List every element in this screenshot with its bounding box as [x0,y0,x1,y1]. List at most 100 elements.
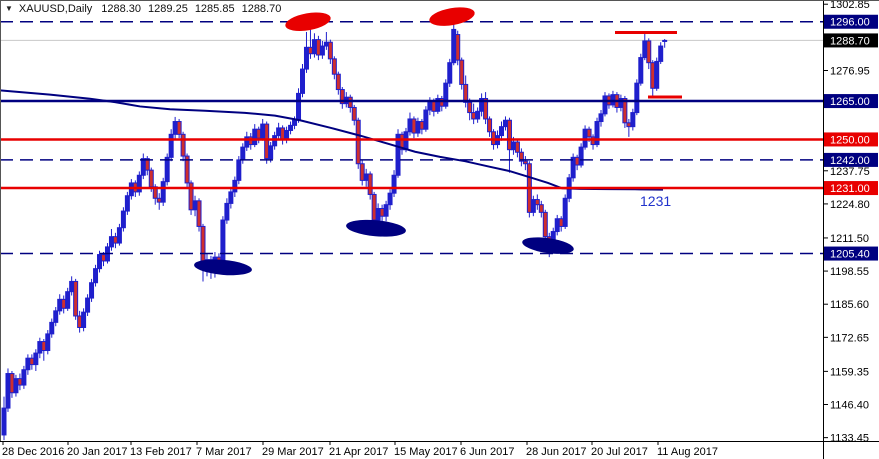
price-tick-label: 1133.45 [830,433,869,445]
bear-candle-body [463,83,469,103]
bear-candle-body [9,373,15,394]
bull-candle-body [502,119,508,128]
bear-candle-body [101,254,106,262]
bear-candle-body [188,182,194,211]
date-tick-label: 20 Jul 2017 [591,446,648,458]
bottom-marker-ellipse[interactable] [193,257,252,277]
date-tick-label: 29 Mar 2017 [262,446,324,458]
bull-candle-body [53,310,59,323]
bear-candle-body [184,155,190,184]
bear-candle-body [367,173,373,195]
bear-candle-body [431,100,437,112]
bull-candle-body [288,124,294,131]
bull-candle-body [415,121,421,134]
price-tick-label: 1185.60 [830,299,869,311]
bear-candle-body [622,98,628,124]
price-badge-1288.7 [824,33,878,48]
bear-candle-body [256,128,262,139]
bull-candle-body [499,126,504,137]
bull-candle-body [124,195,130,212]
price-badge-label: 1288.70 [830,35,870,47]
bull-candle-body [136,174,142,193]
bull-candle-body [423,109,429,130]
bull-candle-body [272,135,278,147]
price-badge-label: 1250.00 [830,134,870,146]
date-tick-label: 15 May 2017 [394,446,458,458]
top-marker-ellipse[interactable] [284,9,332,34]
bear-candle-body [411,118,417,134]
price-tick-label: 1224.80 [830,199,870,211]
price-badge-label: 1296.00 [830,17,870,29]
bull-candle-body [57,298,63,312]
bull-candle-body [236,159,242,181]
level-text-annotation[interactable]: 1231 [640,193,671,209]
bull-candle-body [630,112,636,128]
bull-candle-body [562,197,568,227]
bear-candle-body [112,236,118,244]
bear-candle-body [17,378,23,386]
bull-candle-body [168,133,174,158]
bear-candle-body [180,133,186,157]
bear-candle-body [491,131,497,146]
bull-candle-body [570,156,576,179]
bull-candle-body [296,92,302,121]
bull-candle-body [475,110,481,120]
bear-candle-body [514,141,520,153]
bear-candle-body [650,62,656,89]
price-badge-1231 [824,181,878,196]
bull-candle-body [25,357,31,371]
bull-candle-body [21,369,27,386]
bull-candle-body [582,128,588,148]
bull-candle-body [164,156,170,183]
date-tick-label: 21 Apr 2017 [329,446,388,458]
bull-candle-body [240,146,246,161]
bull-candle-body [172,121,178,135]
quote-high: 1289.25 [148,3,188,15]
bull-candle-body [160,181,166,203]
price-badge-label: 1242.00 [830,155,870,167]
bear-candle-body [471,112,477,120]
bear-candle-body [419,121,425,130]
price-tick-label: 1198.55 [830,266,869,278]
bear-candle-body [487,118,493,133]
bear-candle-body [327,41,333,60]
bull-candle-body [407,118,413,133]
bear-candle-body [307,46,313,55]
quote-open: 1288.30 [101,3,142,15]
bear-candle-body [315,39,321,56]
bull-candle-body [69,280,75,293]
bull-candle-body [45,333,51,352]
date-axis: 28 Dec 2016 20 Jan 2017 13 Feb 2017 7 Mar 2… [0,441,879,459]
bull-candle-body [228,191,234,204]
bull-candle-body [598,113,604,123]
bear-candle-body [455,34,461,61]
top-marker-ellipse[interactable] [428,4,476,29]
bull-candle-body [5,373,11,409]
date-tick-label: 20 Jan 2017 [67,446,128,458]
bull-candle-body [662,39,668,42]
bear-candle-body [574,156,580,166]
bear-candle-body [590,136,596,146]
bear-candle-body [148,169,154,188]
bull-candle-body [224,202,230,221]
bear-candle-body [646,40,652,64]
bottom-marker-ellipse[interactable] [345,218,406,239]
bull-candle-body [85,297,91,313]
date-tick-label: 7 Mar 2017 [196,446,252,458]
bull-candle-body [97,254,103,270]
bear-candle-body [339,89,345,105]
bull-candle-body [276,127,282,137]
bull-candle-body [65,291,71,309]
bottom-marker-ellipse[interactable] [521,235,575,257]
bull-candle-body [13,378,19,394]
bear-candle-body [152,186,158,199]
price-tick-label: 1211.50 [830,233,869,245]
symbol-dropdown-icon[interactable]: ▼ [5,4,13,13]
price-badge-label: 1265.00 [830,96,870,108]
quote-close: 1288.70 [241,3,282,15]
bear-candle-body [176,121,182,135]
bull-candle-body [120,210,126,229]
